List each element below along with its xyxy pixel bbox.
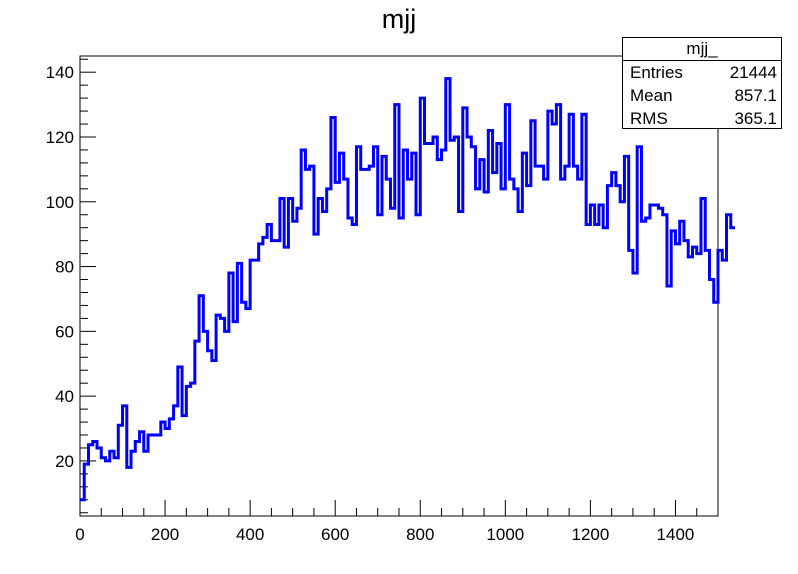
x-tick-label: 1000 xyxy=(486,525,524,544)
x-tick-label: 800 xyxy=(406,525,434,544)
x-tick-label: 400 xyxy=(236,525,264,544)
y-tick-label: 100 xyxy=(46,193,74,212)
stats-entries-label: Entries xyxy=(630,63,683,82)
stats-rms-label: RMS xyxy=(630,109,668,128)
stats-mean-row: Mean 857.1 xyxy=(623,84,781,107)
stats-box: mjj_ Entries 21444 Mean 857.1 RMS 365.1 xyxy=(622,37,782,129)
stats-mean-label: Mean xyxy=(630,86,673,105)
y-tick-label: 60 xyxy=(55,322,74,341)
y-tick-label: 120 xyxy=(46,128,74,147)
y-tick-label: 140 xyxy=(46,63,74,82)
stats-rms-value: 365.1 xyxy=(734,109,777,128)
y-tick-labels: 20 40 60 80 100 120 140 xyxy=(46,63,74,471)
x-tick-label: 1200 xyxy=(571,525,609,544)
x-tick-label: 600 xyxy=(321,525,349,544)
histogram-line xyxy=(80,77,736,502)
stats-entries-value: 21444 xyxy=(729,63,777,82)
x-tick-label: 0 xyxy=(75,525,84,544)
stats-entries-row: Entries 21444 xyxy=(623,61,781,84)
stats-rms-row: RMS 365.1 xyxy=(623,107,781,130)
stats-mean-value: 857.1 xyxy=(734,86,777,105)
x-tick-label: 200 xyxy=(151,525,179,544)
stats-name: mjj_ xyxy=(623,38,781,61)
y-tick-label: 80 xyxy=(55,258,74,277)
y-tick-label: 20 xyxy=(55,452,74,471)
y-tick-label: 40 xyxy=(55,387,74,406)
chart-title: mjj xyxy=(381,4,417,34)
x-tick-labels: 0 200 400 600 800 1000 1200 1400 xyxy=(75,525,694,544)
x-tick-label: 1400 xyxy=(657,525,695,544)
